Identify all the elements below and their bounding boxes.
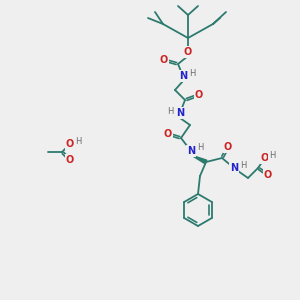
Text: H: H <box>197 143 203 152</box>
Text: O: O <box>195 90 203 100</box>
Text: H: H <box>189 68 195 77</box>
Polygon shape <box>191 155 207 164</box>
Text: N: N <box>176 108 184 118</box>
Text: O: O <box>164 129 172 139</box>
Text: O: O <box>224 142 232 152</box>
Text: O: O <box>261 153 269 163</box>
Text: H: H <box>75 137 81 146</box>
Text: N: N <box>187 146 195 156</box>
Text: N: N <box>179 71 187 81</box>
Text: H: H <box>269 151 275 160</box>
Text: O: O <box>264 170 272 180</box>
Text: O: O <box>160 55 168 65</box>
Text: H: H <box>240 160 246 169</box>
Text: O: O <box>66 155 74 165</box>
Text: O: O <box>66 139 74 149</box>
Text: N: N <box>230 163 238 173</box>
Text: H: H <box>167 106 173 116</box>
Text: O: O <box>184 47 192 57</box>
